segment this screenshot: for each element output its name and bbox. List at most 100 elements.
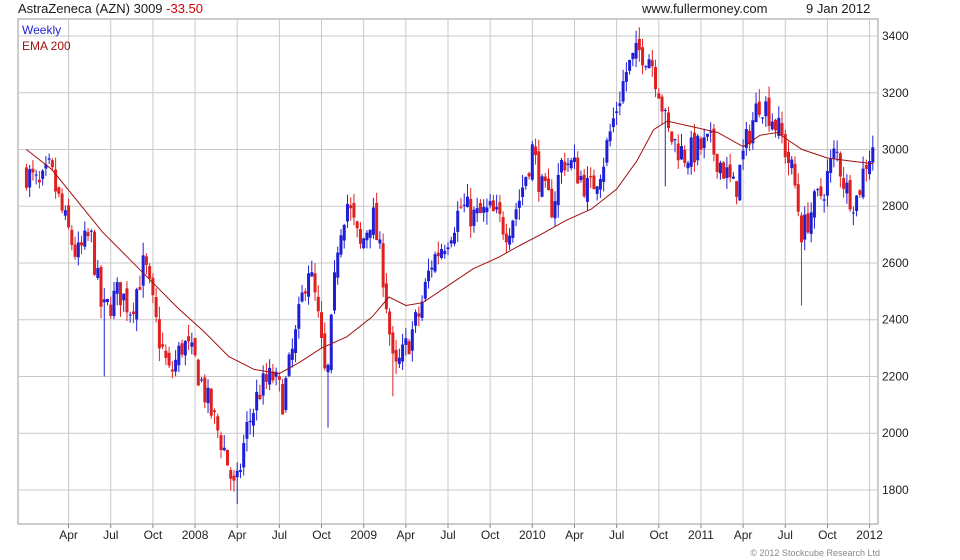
candle-body-up [731,176,735,179]
candle-body-down [806,213,810,233]
x-tick-label: Apr [565,528,584,542]
candle-body-down [819,186,823,197]
candle-body-down [796,184,800,212]
candle-body-up [433,254,437,272]
candle-body-up [559,159,563,173]
candle-body-up [83,230,87,247]
candle-body-up [248,420,252,423]
candle-body-down [757,101,761,115]
candle-body-down [670,131,674,143]
candle-body-up [141,255,145,286]
x-tick-label: Jul [609,528,624,542]
candle-body-down [543,176,547,181]
y-tick-label: 1800 [882,483,909,497]
candle-body-down [148,266,152,279]
site-link[interactable]: www.fullermoney.com [642,1,768,16]
candle-body-down [660,96,664,112]
candle-body-up [414,312,418,326]
candle-body-up [832,148,836,159]
candle-body-up [251,413,255,426]
candle-body-down [31,168,35,173]
candle-body-down [838,153,842,177]
candle-body-down [157,319,161,349]
candle-body-up [517,200,521,208]
candle-body-up [294,329,298,354]
candle-body-up [115,282,119,294]
candle-body-down [391,332,395,354]
candle-body-down [154,297,158,318]
candle-body-up [446,247,450,250]
candle-body-up [521,187,525,197]
candle-body-up [465,196,469,208]
candle-body-up [611,118,615,128]
candle-body-down [264,374,268,382]
candle-body-down [563,161,567,171]
candle-body-down [125,288,129,313]
candle-body-up [868,161,872,175]
candle-body-down [320,312,324,339]
x-tick-label: Oct [144,528,163,542]
candle-body-down [683,149,687,163]
candle-body-up [790,159,794,169]
candle-body-up [488,201,492,206]
candle-body-up [397,357,401,364]
candle-body-down [271,371,275,381]
candle-body-down [352,202,356,218]
candle-body-up [572,157,576,163]
candle-body-up [829,158,833,173]
candle-body-down [712,128,716,155]
candle-body-up [482,207,486,213]
candle-body-up [427,270,431,282]
candle-body-down [537,151,541,192]
candle-body-down [161,344,165,347]
candle-body-up [339,235,343,255]
candle-body-down [417,313,421,317]
candle-body-up [174,359,178,372]
y-tick-label: 2800 [882,199,909,213]
candle-body-up [106,298,110,302]
x-tick-label: Apr [228,528,247,542]
candle-body-down [676,143,680,161]
candle-body-up [851,212,855,214]
candle-body-down [407,341,411,355]
candle-body-up [524,177,528,187]
candle-body-up [764,101,768,117]
candle-body-up [647,59,651,69]
candle-body-up [242,443,246,468]
x-tick-label: 2008 [182,528,209,542]
candle-body-up [329,314,333,370]
x-tick-label: Apr [59,528,78,542]
x-tick-label: Oct [818,528,837,542]
candle-body-up [449,240,453,244]
candle-body-down [692,132,696,163]
candle-body-down [858,190,862,195]
candle-body-up [705,133,709,137]
candle-body-down [436,252,440,257]
candle-body-up [235,470,239,478]
candle-body-up [809,212,813,234]
candle-body-down [144,256,148,265]
candle-body-up [290,348,294,360]
candle-body-down [592,175,596,190]
candle-body-up [452,232,456,244]
candle-body-down [783,134,787,158]
candle-body-up [443,250,447,255]
candle-body-down [93,231,97,275]
candle-body-down [459,206,463,208]
candle-body-up [585,177,589,202]
candle-body-up [423,281,427,299]
candle-body-up [845,182,849,194]
ema-200-line [26,120,873,375]
candle-body-up [102,299,106,303]
candle-body-up [44,164,48,169]
candle-body-up [378,239,382,244]
candle-body-down [384,283,388,310]
candle-body-down [547,178,551,191]
candle-body-up [709,131,713,133]
x-tick-label: 2012 [856,528,883,542]
candle-body-down [37,179,41,183]
candle-body-down [225,449,229,466]
candle-body-up [835,151,839,153]
candle-body-up [307,273,311,297]
candle-body-down [50,160,54,168]
